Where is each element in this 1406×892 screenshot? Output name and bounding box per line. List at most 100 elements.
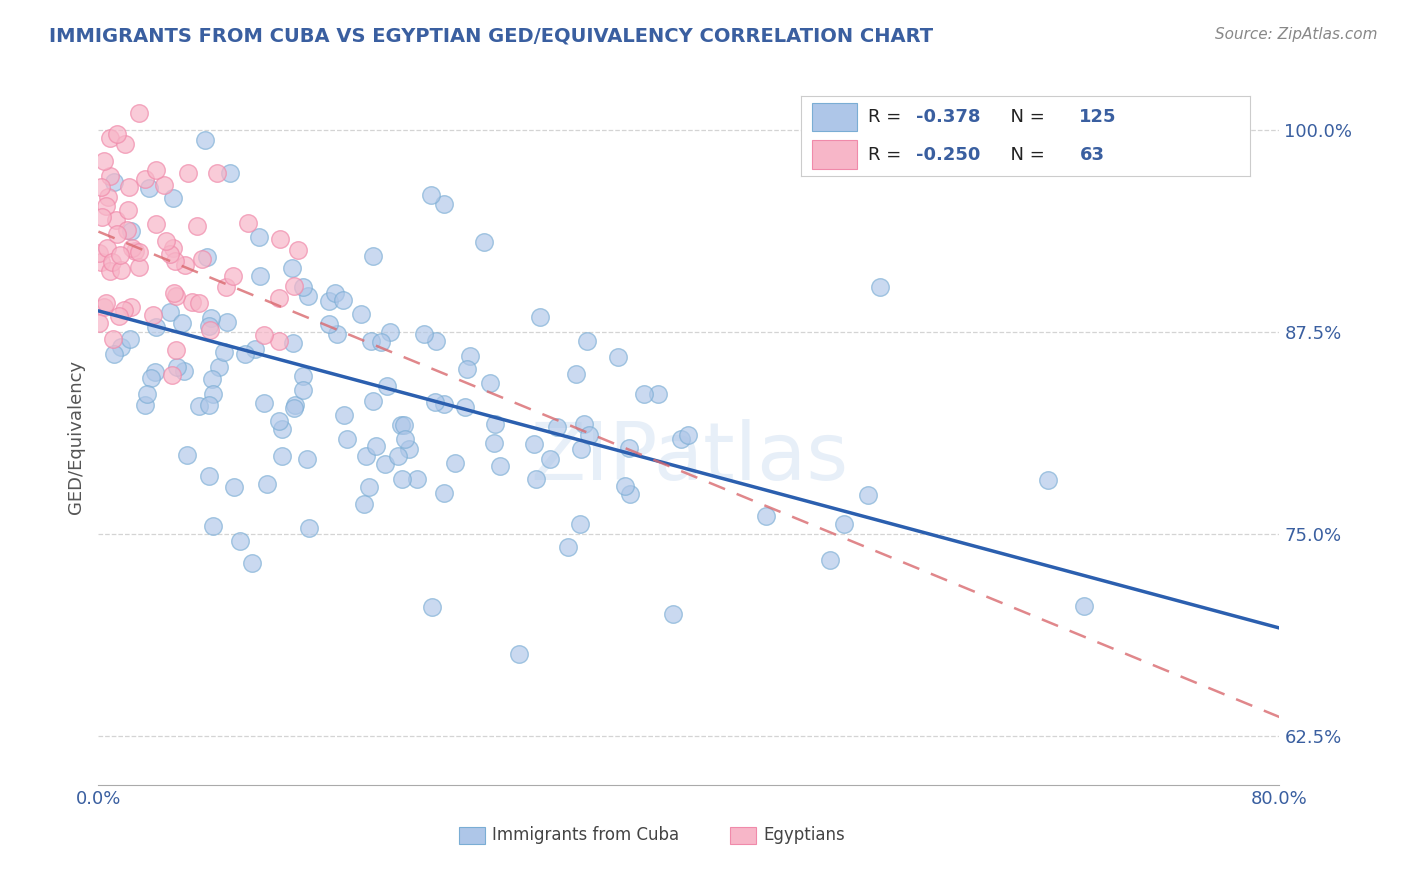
Point <box>165 343 187 358</box>
Point <box>191 252 214 267</box>
Point <box>318 294 340 309</box>
Point <box>143 365 166 379</box>
Point <box>287 243 309 257</box>
Point <box>134 398 156 412</box>
Point <box>375 379 398 393</box>
Point <box>647 387 669 401</box>
Point <box>212 344 235 359</box>
Point <box>198 322 221 336</box>
Point <box>484 417 506 431</box>
Point <box>110 262 132 277</box>
Point <box>387 450 409 464</box>
Point <box>325 326 347 341</box>
Point <box>188 399 211 413</box>
Point <box>215 279 238 293</box>
Point <box>110 339 132 353</box>
Point <box>195 251 218 265</box>
Point <box>198 469 221 483</box>
Point <box>105 127 128 141</box>
Point <box>162 191 184 205</box>
Point <box>578 428 600 442</box>
Point <box>332 293 354 307</box>
Point <box>394 432 416 446</box>
Point <box>364 439 387 453</box>
Point <box>361 249 384 263</box>
Point <box>318 317 340 331</box>
Point <box>572 417 595 431</box>
Point <box>568 517 591 532</box>
Point <box>90 255 112 269</box>
Bar <box>730 827 756 844</box>
Point <box>336 432 359 446</box>
Point <box>284 398 307 412</box>
Point <box>93 154 115 169</box>
Point <box>142 308 165 322</box>
Y-axis label: GED/Equivalency: GED/Equivalency <box>66 360 84 514</box>
Point <box>433 197 456 211</box>
Text: Egyptians: Egyptians <box>763 826 845 844</box>
Point <box>405 472 427 486</box>
Point <box>425 334 447 349</box>
Point <box>124 244 146 259</box>
Point <box>617 442 640 456</box>
Point <box>134 172 156 186</box>
Point <box>253 396 276 410</box>
Point <box>356 450 378 464</box>
Point <box>869 279 891 293</box>
Point <box>117 203 139 218</box>
Point <box>297 288 319 302</box>
Point <box>94 295 117 310</box>
Point <box>159 304 181 318</box>
Point <box>280 261 302 276</box>
Point <box>120 224 142 238</box>
Point <box>155 235 177 249</box>
Point <box>433 486 456 500</box>
Point <box>128 244 150 259</box>
Point <box>291 383 314 397</box>
Point <box>1073 599 1095 613</box>
Point <box>97 190 120 204</box>
Point <box>145 320 167 334</box>
Point <box>128 106 150 120</box>
Point <box>820 552 842 566</box>
Point <box>193 132 215 146</box>
Point <box>454 400 477 414</box>
Point <box>523 436 546 450</box>
Point <box>350 307 373 321</box>
Point <box>389 417 412 432</box>
Point <box>121 241 143 255</box>
Point <box>217 316 239 330</box>
Point <box>228 533 250 548</box>
Point <box>606 351 628 365</box>
Point <box>267 334 290 348</box>
Point <box>90 179 112 194</box>
Point <box>363 393 385 408</box>
Point <box>529 310 551 325</box>
Point <box>160 368 183 382</box>
Point <box>360 334 382 348</box>
Point <box>200 310 222 325</box>
Point <box>100 254 122 268</box>
Point <box>120 301 142 315</box>
Point <box>117 223 139 237</box>
Text: Immigrants from Cuba: Immigrants from Cuba <box>492 826 679 844</box>
Point <box>173 364 195 378</box>
Point <box>103 175 125 189</box>
Point <box>420 188 443 202</box>
Point <box>238 216 260 230</box>
Point <box>112 303 135 318</box>
Point <box>619 486 641 500</box>
Point <box>245 343 267 357</box>
Point <box>181 294 204 309</box>
Point <box>374 457 396 471</box>
Point <box>177 166 200 180</box>
Point <box>90 210 112 224</box>
Point <box>202 519 225 533</box>
Point <box>96 241 118 255</box>
Point <box>108 310 131 324</box>
Point <box>332 409 354 423</box>
Point <box>222 268 245 283</box>
Point <box>100 131 122 145</box>
Point <box>136 386 159 401</box>
Point <box>165 254 187 268</box>
